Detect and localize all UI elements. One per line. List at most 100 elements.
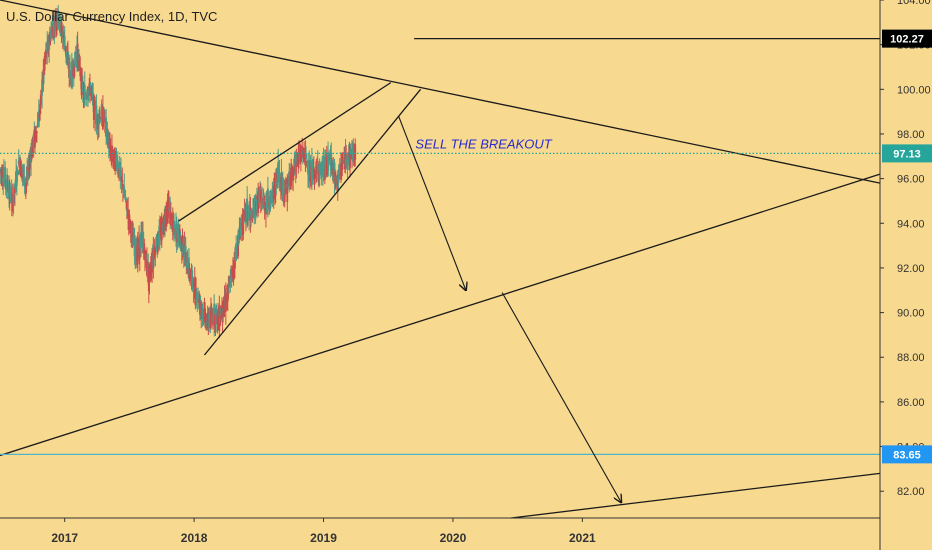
- candle: [272, 178, 275, 209]
- candle: [155, 236, 157, 246]
- candle: [318, 158, 321, 186]
- candle: [52, 9, 55, 40]
- candle: [160, 212, 163, 248]
- trend-lines: [0, 0, 881, 519]
- y-tick-label: 82.00: [897, 486, 925, 498]
- candle: [345, 144, 348, 169]
- price-labels: 102.27 97.13 83.65: [882, 29, 932, 464]
- y-tick-label: 98.00: [897, 129, 925, 141]
- candle: [324, 149, 327, 181]
- trend-line-lower-support[interactable]: [0, 173, 881, 457]
- candle: [323, 149, 326, 180]
- annotation-sell-the-breakout[interactable]: SELL THE BREAKOUT: [415, 136, 552, 151]
- candle: [37, 99, 40, 128]
- candle: [215, 303, 218, 333]
- candle: [354, 138, 357, 167]
- y-tick-label: 96.00: [897, 174, 925, 186]
- y-tick-label: 92.00: [897, 263, 925, 275]
- candle: [340, 152, 342, 183]
- horizontal-lines: [0, 152, 880, 456]
- price-label-box: [882, 144, 932, 163]
- y-tick-label: 100.00: [897, 84, 931, 96]
- candle: [120, 175, 123, 194]
- trend-line-upper-resistance[interactable]: [0, 0, 881, 184]
- chart-title: U.S. Dollar Currency Index, 1D, TVC: [6, 9, 217, 24]
- candle: [290, 163, 293, 190]
- candle: [13, 187, 16, 207]
- x-tick-label: 2021: [569, 531, 596, 545]
- candle: [188, 263, 191, 283]
- candle: [227, 276, 230, 299]
- candle: [116, 151, 119, 178]
- candle: [121, 167, 124, 188]
- y-tick-label: 86.00: [897, 397, 925, 409]
- candle: [242, 209, 245, 240]
- candle: [89, 82, 92, 94]
- candle: [327, 157, 330, 177]
- candle: [68, 54, 71, 87]
- candle: [83, 71, 86, 107]
- candle: [342, 159, 345, 164]
- candle: [24, 183, 27, 200]
- candle: [90, 85, 93, 101]
- candle: [251, 210, 254, 223]
- candle: [263, 195, 266, 220]
- price-label-text: 83.65: [893, 449, 921, 461]
- x-tick-label: 2018: [181, 531, 208, 545]
- candle: [320, 161, 323, 186]
- annotations: SELL THE BREAKOUT: [415, 136, 552, 151]
- price-label-current-label[interactable]: 97.13: [882, 144, 932, 163]
- trend-line-wedge-top[interactable]: [178, 82, 392, 222]
- candle: [316, 150, 319, 182]
- candle: [293, 151, 296, 176]
- candle: [179, 231, 182, 252]
- candle: [28, 149, 31, 178]
- candle: [325, 145, 328, 178]
- candle: [127, 197, 130, 230]
- candle: [305, 146, 307, 162]
- candle: [128, 209, 131, 234]
- candle: [15, 165, 18, 196]
- candle: [240, 214, 243, 242]
- candle: [167, 190, 170, 216]
- candle: [23, 177, 26, 194]
- price-label-target-label[interactable]: 83.65: [882, 445, 932, 464]
- candle: [312, 159, 315, 185]
- price-label-resistance-label[interactable]: 102.27: [882, 29, 932, 48]
- candle: [63, 26, 66, 51]
- candle: [171, 207, 174, 241]
- candle: [90, 85, 93, 101]
- candle: [105, 108, 108, 146]
- candle: [41, 71, 43, 109]
- arrow-breakdown-arrow-2[interactable]: [501, 292, 621, 502]
- candle: [224, 282, 227, 325]
- candle: [265, 190, 268, 214]
- candle: [314, 169, 317, 185]
- x-tick-label: 2020: [440, 531, 467, 545]
- candle: [266, 176, 269, 218]
- candle: [80, 67, 83, 100]
- candle: [129, 219, 132, 243]
- candle: [123, 173, 126, 193]
- trend-line-bottom-line[interactable]: [511, 472, 881, 519]
- candle: [60, 17, 63, 44]
- candle: [197, 287, 199, 303]
- y-tick-label: 104.00: [897, 0, 931, 7]
- trend-line-wedge-bottom[interactable]: [203, 88, 422, 356]
- candle: [265, 192, 267, 228]
- candle: [1, 164, 4, 190]
- candle: [221, 300, 224, 333]
- candle: [35, 126, 38, 142]
- candle: [39, 100, 42, 121]
- candle: [250, 207, 253, 221]
- candle: [154, 245, 157, 267]
- candle: [42, 58, 45, 92]
- arrow-breakdown-arrow-1[interactable]: [398, 115, 466, 290]
- candle: [200, 299, 203, 329]
- price-label-box: [882, 29, 932, 48]
- candle: [17, 169, 20, 176]
- price-candles: [0, 5, 357, 339]
